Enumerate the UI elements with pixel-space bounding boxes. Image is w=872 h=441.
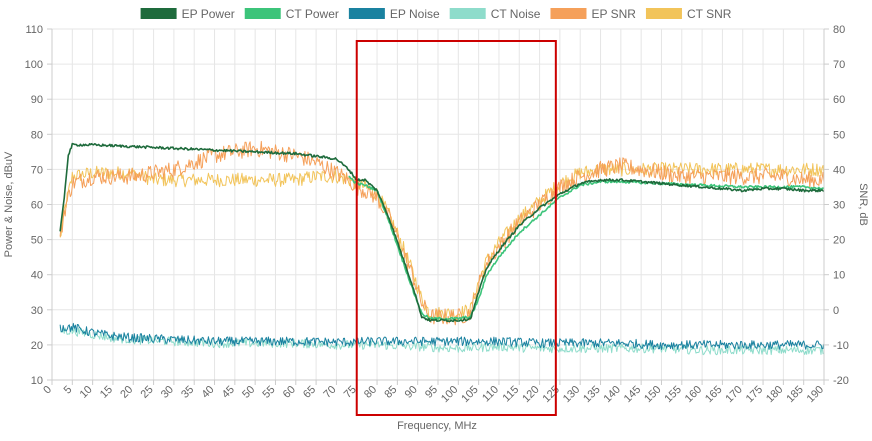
series-line-ct-power	[348, 175, 825, 321]
y-tick-label-left: 60	[31, 200, 43, 212]
y-tick-label-right: 10	[833, 270, 845, 282]
x-tick-label: 140	[601, 384, 622, 405]
series-line-ct-snr	[59, 161, 825, 321]
series-line-ep-noise	[59, 322, 825, 350]
y-tick-label-right: 0	[833, 305, 839, 317]
x-tick-label: 180	[764, 384, 785, 405]
x-tick-label: 130	[561, 384, 582, 405]
legend-label-ct-snr[interactable]: CT SNR	[687, 7, 732, 21]
x-tick-label: 55	[260, 384, 277, 401]
x-tick-label: 80	[362, 384, 379, 401]
legend-label-ep-noise[interactable]: EP Noise	[390, 7, 440, 21]
x-tick-label: 0	[41, 384, 54, 397]
x-tick-label: 70	[321, 384, 338, 401]
y-tick-label-right: -10	[833, 340, 849, 352]
x-tick-label: 120	[520, 384, 541, 405]
y-tick-label-right: 50	[833, 129, 845, 141]
legend-label-ct-noise[interactable]: CT Noise	[491, 7, 541, 21]
highlight-box	[355, 40, 557, 416]
y-tick-label-left: 70	[31, 164, 43, 176]
x-tick-label: 50	[240, 384, 257, 401]
x-tick-label: 135	[581, 384, 602, 405]
grid	[51, 28, 825, 381]
series-line-ep-power	[59, 142, 825, 323]
x-tick-label: 170	[723, 384, 744, 405]
legend-swatch-ct-noise[interactable]	[449, 8, 486, 19]
y-tick-label-right: 20	[833, 235, 845, 247]
legend: EP Power CT Power EP Noise CT Noise EP SNR CT…	[140, 7, 732, 21]
y-axis-title-left: Power & Noise, dBuV	[3, 151, 15, 257]
x-tick-label: 85	[382, 384, 399, 401]
x-tick-label: 35	[179, 384, 196, 401]
x-tick-label: 160	[683, 384, 704, 405]
x-tick-label: 100	[439, 384, 460, 405]
x-tick-label: 125	[541, 384, 562, 405]
legend-swatch-ep-power[interactable]	[140, 8, 177, 19]
x-tick-label: 145	[622, 384, 643, 405]
x-tick-label: 60	[281, 384, 298, 401]
series-layer	[59, 140, 825, 356]
x-tick-label: 15	[98, 384, 115, 401]
y-tick-label-left: 10	[31, 375, 43, 387]
x-tick-label: 25	[139, 384, 156, 401]
y-tick-label-right: 30	[833, 200, 845, 212]
legend-swatch-ep-snr[interactable]	[550, 8, 587, 19]
x-tick-label: 45	[220, 384, 237, 401]
x-tick-label: 5	[62, 384, 75, 397]
x-tick-label: 40	[200, 384, 217, 401]
x-tick-label: 155	[662, 384, 683, 405]
x-tick-label: 105	[459, 384, 480, 405]
legend-label-ct-power[interactable]: CT Power	[286, 7, 339, 21]
x-tick-label: 165	[703, 384, 724, 405]
legend-swatch-ep-noise[interactable]	[348, 8, 385, 19]
y-tick-label-right: 70	[833, 59, 845, 71]
x-tick-label: 150	[642, 384, 663, 405]
legend-label-ep-snr[interactable]: EP SNR	[591, 7, 636, 21]
legend-swatch-ct-power[interactable]	[244, 8, 281, 19]
y-tick-label-left: 50	[31, 235, 43, 247]
y-axis-title-right: SNR, dB	[857, 183, 869, 226]
x-tick-label: 95	[423, 384, 440, 401]
legend-label-ep-power[interactable]: EP Power	[182, 7, 235, 21]
y-tick-label-right: -20	[833, 375, 849, 387]
x-tick-label: 115	[500, 384, 521, 405]
x-tick-label: 175	[744, 384, 765, 405]
y-tick-label-left: 80	[31, 129, 43, 141]
y-tick-label-left: 100	[25, 59, 43, 71]
x-tick-label: 90	[403, 384, 420, 401]
x-tick-label: 30	[159, 384, 176, 401]
legend-swatch-ct-snr[interactable]	[645, 8, 682, 19]
y-tick-label-left: 110	[25, 24, 43, 36]
series-line-ct-noise	[59, 326, 825, 356]
y-tick-label-left: 40	[31, 270, 43, 282]
x-tick-label: 10	[78, 384, 95, 401]
y-tick-label-right: 40	[833, 164, 845, 176]
x-tick-label: 20	[118, 384, 135, 401]
y-tick-label-right: 60	[833, 94, 845, 106]
y-tick-label-left: 20	[31, 340, 43, 352]
y-tick-label-left: 90	[31, 94, 43, 106]
x-tick-label: 190	[805, 384, 826, 405]
y-tick-label-right: 80	[833, 24, 845, 36]
y-tick-label-left: 30	[31, 305, 43, 317]
x-tick-label: 185	[784, 384, 805, 405]
x-axis-title: Frequency, MHz	[397, 420, 477, 432]
x-tick-label: 110	[480, 384, 501, 405]
x-tick-label: 65	[301, 384, 318, 401]
